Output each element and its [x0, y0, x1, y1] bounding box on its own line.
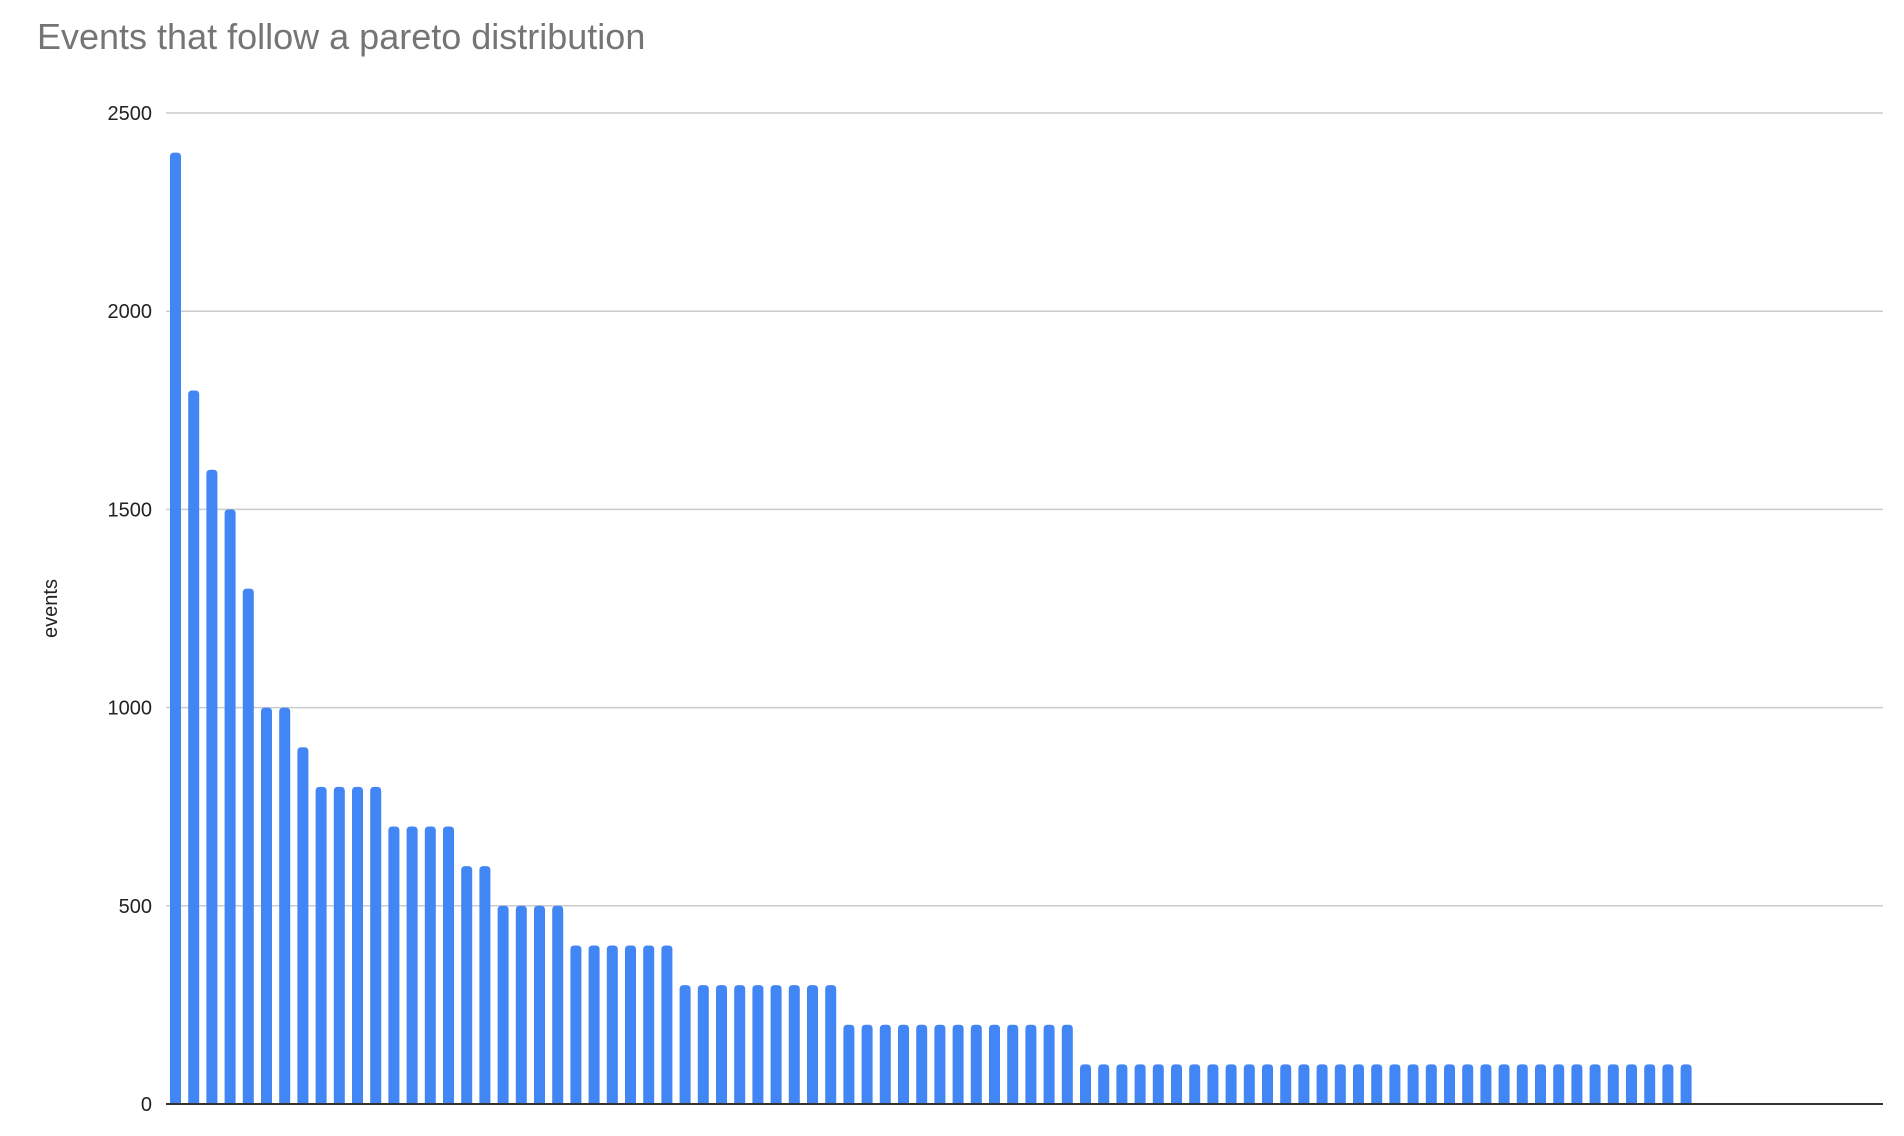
bar — [1189, 1064, 1201, 1104]
bar — [1425, 1064, 1437, 1104]
bar — [170, 152, 181, 1104]
bar — [1607, 1064, 1619, 1104]
bar — [588, 945, 600, 1104]
bar — [479, 866, 491, 1104]
bar — [1407, 1064, 1419, 1104]
bar — [1316, 1064, 1328, 1104]
bar — [916, 1024, 928, 1104]
bar — [825, 985, 837, 1104]
bar — [1007, 1024, 1019, 1104]
bar — [1371, 1064, 1383, 1104]
bar — [1152, 1064, 1164, 1104]
bar — [606, 945, 618, 1104]
bar — [898, 1024, 909, 1104]
bar — [970, 1024, 982, 1104]
y-tick-label: 1500 — [108, 499, 153, 521]
bar — [315, 786, 327, 1104]
bar — [370, 786, 382, 1104]
bar — [1626, 1064, 1637, 1104]
bar — [515, 905, 527, 1104]
bar — [1262, 1064, 1273, 1104]
bar — [752, 985, 764, 1104]
bar — [333, 786, 345, 1104]
bar — [206, 469, 218, 1104]
bar — [1389, 1064, 1401, 1104]
bar — [1025, 1024, 1037, 1104]
chart-title: Events that follow a pareto distribution — [37, 16, 646, 57]
bar — [534, 905, 545, 1104]
bar — [989, 1024, 1000, 1104]
bar — [934, 1024, 946, 1104]
bar — [352, 786, 363, 1104]
bar — [770, 985, 782, 1104]
bar — [625, 945, 636, 1104]
bar — [570, 945, 582, 1104]
bar — [1680, 1064, 1692, 1104]
bar — [1061, 1024, 1073, 1104]
bar — [406, 826, 418, 1104]
bar — [461, 866, 473, 1104]
bar — [643, 945, 655, 1104]
y-axis-label: events — [40, 579, 62, 638]
bar — [1134, 1064, 1146, 1104]
bar — [1353, 1064, 1364, 1104]
bar — [697, 985, 709, 1104]
bar — [1280, 1064, 1292, 1104]
bar — [1098, 1064, 1110, 1104]
bar — [1462, 1064, 1474, 1104]
bar — [788, 985, 800, 1104]
y-tick-label: 2000 — [108, 301, 153, 323]
bar — [861, 1024, 873, 1104]
bar — [388, 826, 400, 1104]
bar — [1444, 1064, 1455, 1104]
bar — [734, 985, 746, 1104]
bar — [1498, 1064, 1510, 1104]
bar — [879, 1024, 891, 1104]
bar — [1080, 1064, 1091, 1104]
bar — [224, 509, 236, 1104]
bar — [424, 826, 436, 1104]
bar — [279, 707, 291, 1104]
y-tick-label: 500 — [119, 896, 152, 918]
bar — [1171, 1064, 1182, 1104]
bar — [297, 747, 309, 1104]
bar — [1243, 1064, 1255, 1104]
bar — [242, 588, 254, 1104]
y-tick-label: 2500 — [108, 103, 153, 125]
bar — [1480, 1064, 1492, 1104]
bar — [1662, 1064, 1674, 1104]
bar — [1589, 1064, 1601, 1104]
y-tick-label: 1000 — [108, 698, 153, 720]
bar — [497, 905, 509, 1104]
bar — [1225, 1064, 1237, 1104]
y-tick-label: 0 — [141, 1094, 152, 1116]
bar — [661, 945, 673, 1104]
bar — [1043, 1024, 1055, 1104]
bar — [188, 390, 200, 1105]
bar — [1298, 1064, 1310, 1104]
bar — [1553, 1064, 1565, 1104]
bar — [807, 985, 818, 1104]
bar — [443, 826, 454, 1104]
bar — [843, 1024, 855, 1104]
bar — [1644, 1064, 1656, 1104]
bar — [679, 985, 691, 1104]
bar — [552, 905, 564, 1104]
bar — [1207, 1064, 1219, 1104]
bar — [261, 707, 272, 1104]
bar — [952, 1024, 964, 1104]
bar — [716, 985, 727, 1104]
bar — [1116, 1064, 1128, 1104]
bar — [1516, 1064, 1528, 1104]
bar — [1334, 1064, 1346, 1104]
bar — [1571, 1064, 1583, 1104]
bar — [1535, 1064, 1546, 1104]
